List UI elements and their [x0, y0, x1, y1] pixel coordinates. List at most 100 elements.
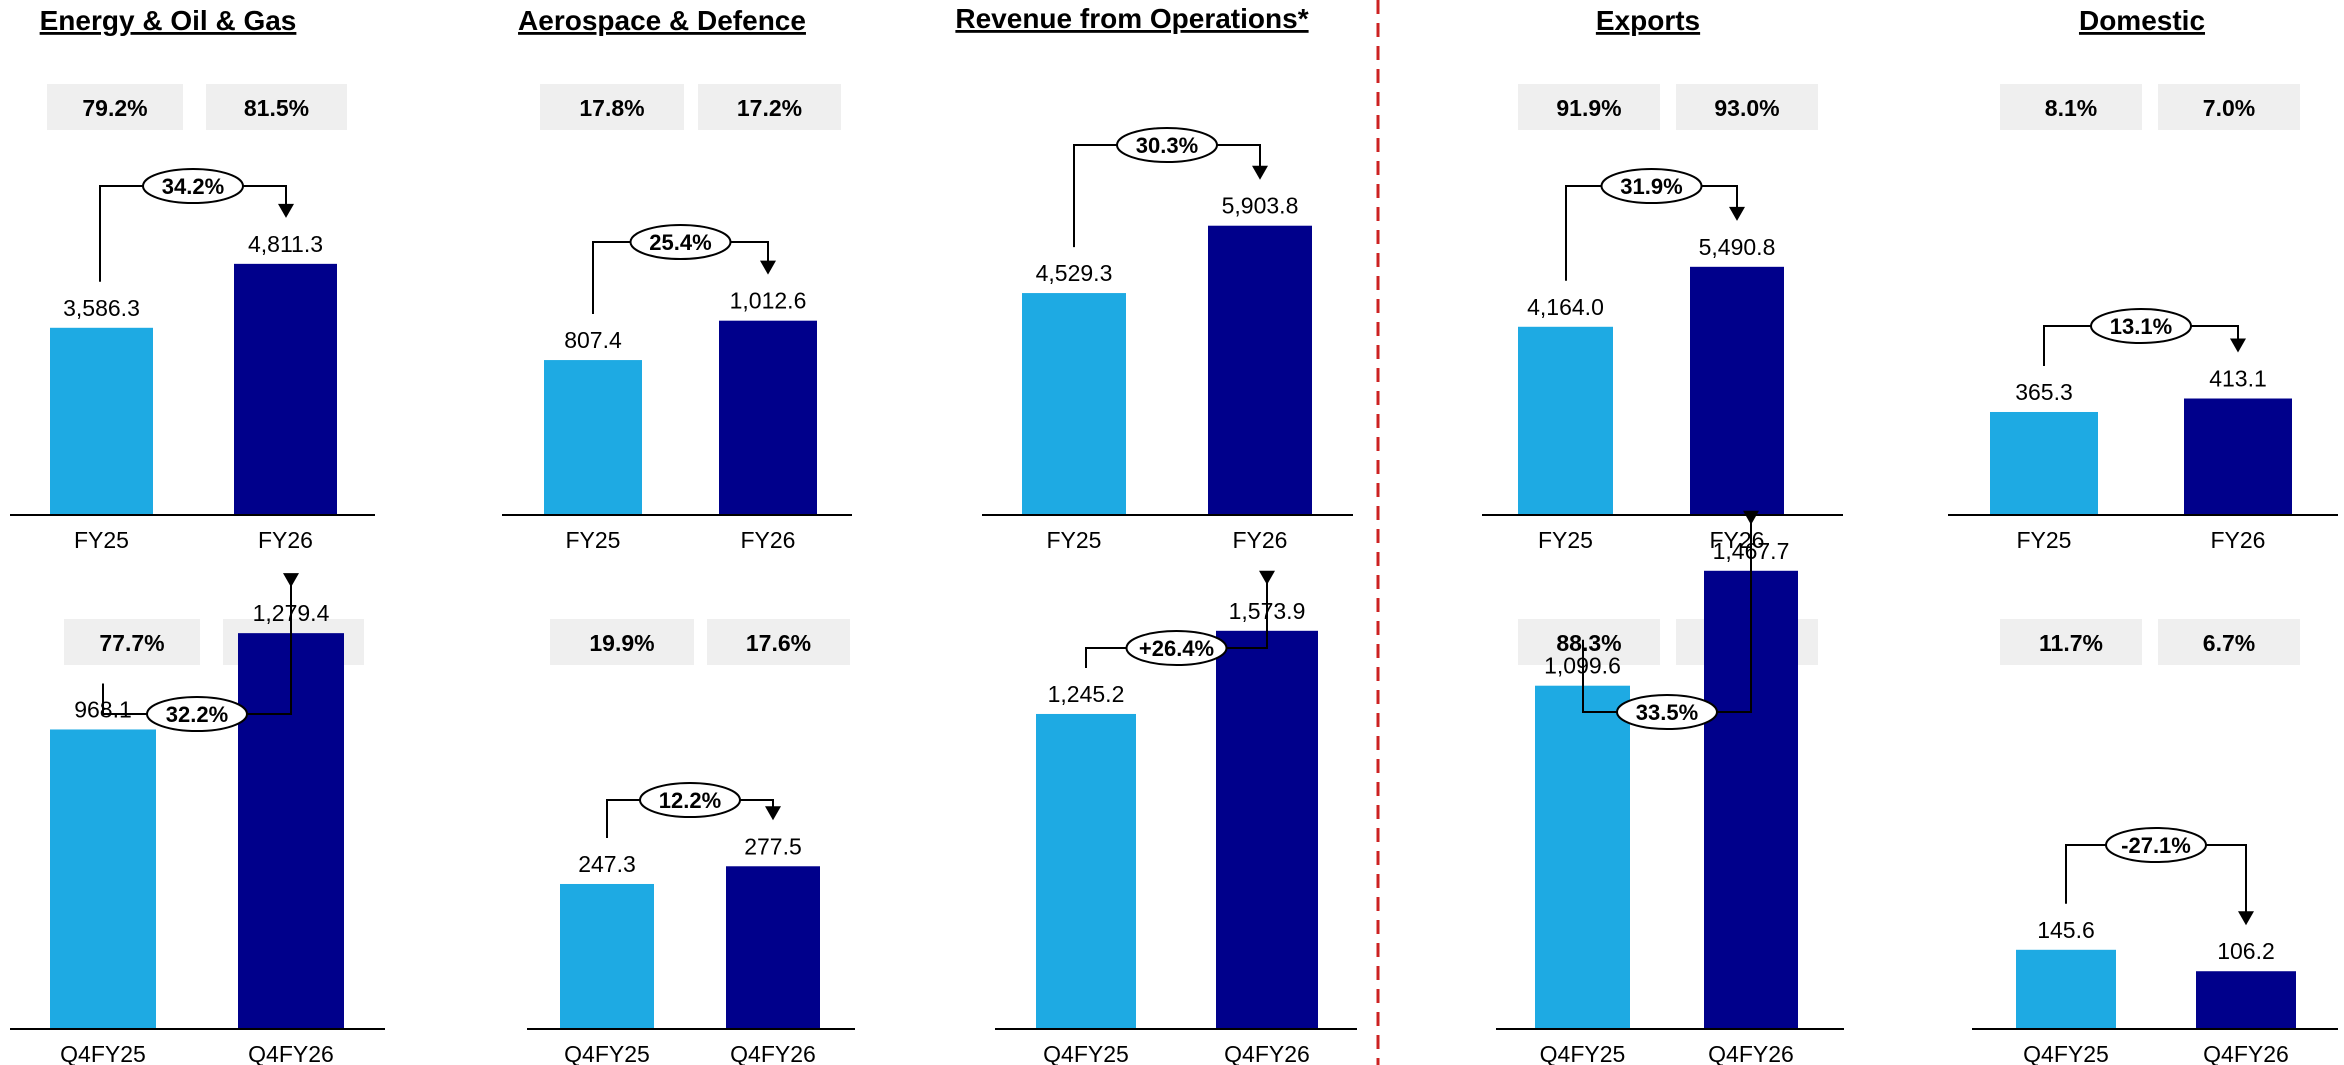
- data-label: 145.6: [2037, 917, 2095, 943]
- share-box: [47, 84, 183, 130]
- share-label: 91.9%: [1556, 95, 1621, 121]
- share-box: [550, 619, 694, 665]
- share-box: [2000, 619, 2142, 665]
- share-box: [698, 84, 841, 130]
- arrow-down-icon: [1252, 165, 1268, 180]
- bar-fy25: [1990, 411, 2098, 515]
- share-label: 17.8%: [579, 95, 644, 121]
- bar-q4fy26: [2196, 971, 2296, 1029]
- data-label: 3,586.3: [63, 295, 140, 321]
- chart-panel-8: 88.3%93.3%1,099.6Q4FY251,467.7Q4FY2633.5…: [1496, 510, 1844, 1065]
- tick-label: FY26: [1233, 527, 1288, 553]
- data-label: 4,164.0: [1527, 294, 1604, 320]
- share-label: 77.7%: [99, 630, 164, 656]
- growth-bubble: [142, 168, 244, 204]
- bar-fy26: [1208, 225, 1312, 515]
- growth-label: 30.3%: [1136, 133, 1198, 158]
- share-box: [1518, 84, 1660, 130]
- tick-label: Q4FY26: [248, 1041, 334, 1065]
- share-label: 88.3%: [1556, 630, 1621, 656]
- arrow-down-icon: [2238, 911, 2254, 926]
- tick-label: FY25: [2017, 527, 2072, 553]
- arrow-down-icon: [1259, 570, 1275, 585]
- share-label: 79.2%: [82, 95, 147, 121]
- growth-bubble: [2090, 308, 2192, 344]
- growth-bubble: [1600, 168, 1703, 204]
- bar-fy26: [2184, 398, 2292, 515]
- share-box: [540, 84, 684, 130]
- growth-label: 33.5%: [1636, 700, 1698, 725]
- growth-label: +26.4%: [1139, 636, 1214, 661]
- data-label: 413.1: [2209, 366, 2267, 392]
- share-label: 17.6%: [746, 630, 811, 656]
- bar-fy26: [1690, 266, 1784, 515]
- arrow-down-icon: [1729, 206, 1745, 221]
- chart-title: Energy & Oil & Gas: [40, 5, 297, 36]
- tick-label: FY25: [566, 527, 621, 553]
- growth-bubble: [629, 224, 732, 260]
- data-label: 4,811.3: [248, 231, 323, 257]
- share-box: [1518, 619, 1660, 665]
- growth-bubble: [639, 782, 741, 818]
- share-label: 19.9%: [589, 630, 654, 656]
- share-box: [707, 619, 850, 665]
- share-box: [64, 619, 200, 665]
- data-label: 106.2: [2217, 938, 2275, 964]
- share-label: 6.7%: [2203, 630, 2255, 656]
- data-label: 5,903.8: [1222, 193, 1299, 219]
- data-label: 5,490.8: [1699, 234, 1776, 260]
- arrow-down-icon: [2230, 338, 2246, 353]
- tick-label: Q4FY25: [564, 1041, 650, 1065]
- bar-fy26: [719, 320, 817, 515]
- bar-fy26: [234, 263, 337, 515]
- tick-label: Q4FY26: [2203, 1041, 2289, 1065]
- chart-title: Exports: [1596, 5, 1700, 36]
- chart-title: Aerospace & Defence: [518, 5, 806, 36]
- chart-panel-7: Exports 91.9% 93.0% 4,164.0 FY25 5,490.8 FY26 3…: [1482, 5, 1843, 553]
- tick-label: Q4FY26: [730, 1041, 816, 1065]
- data-label: 277.5: [744, 833, 802, 859]
- data-label: 807.4: [564, 327, 622, 353]
- share-label: 11.7%: [2039, 630, 2103, 656]
- chart-panel-4: 19.9% 17.6% 247.3 Q4FY25 277.5 Q4FY26 12.2%: [527, 619, 855, 1065]
- growth-label: -27.1%: [2121, 833, 2191, 858]
- share-label: 7.0%: [2203, 95, 2255, 121]
- share-label: 81.5%: [244, 95, 309, 121]
- arrow-down-icon: [765, 806, 781, 821]
- bar-q4fy25: [1535, 685, 1630, 1029]
- tick-label: FY25: [1047, 527, 1102, 553]
- tick-label: Q4FY25: [1043, 1041, 1129, 1065]
- bar-fy25: [1022, 293, 1126, 515]
- chart-title: Revenue from Operations*: [955, 3, 1308, 34]
- tick-label: Q4FY25: [60, 1041, 146, 1065]
- bar-fy25: [50, 327, 153, 515]
- tick-label: FY25: [74, 527, 129, 553]
- chart-panel-5: Revenue from Operations* 4,529.3 FY25 5,903…: [955, 3, 1353, 553]
- tick-label: FY26: [258, 527, 313, 553]
- growth-bubble: [2105, 827, 2207, 863]
- data-label: 247.3: [578, 851, 636, 877]
- chart-panel-9: Domestic 8.1% 7.0% 365.3 FY25 413.1 FY26 13.1%: [1948, 5, 2338, 553]
- arrow-down-icon: [760, 260, 776, 275]
- growth-label: 31.9%: [1620, 174, 1682, 199]
- tick-label: FY26: [741, 527, 796, 553]
- chart-panel-10: 11.7% 6.7% 145.6 Q4FY25 106.2 Q4FY26 -27.1%: [1972, 619, 2338, 1065]
- bar-q4fy25: [1036, 713, 1136, 1029]
- bar-fy25: [544, 360, 642, 515]
- bar-q4fy25: [2016, 949, 2116, 1029]
- growth-label: 34.2%: [162, 174, 224, 199]
- growth-label: 32.2%: [166, 702, 228, 727]
- tick-label: FY26: [1710, 527, 1765, 553]
- growth-bubble: [146, 696, 248, 732]
- tick-label: Q4FY25: [1540, 1041, 1626, 1065]
- arrow-down-icon: [1743, 510, 1759, 525]
- bar-q4fy25: [560, 883, 654, 1029]
- bar-q4fy26: [1216, 630, 1318, 1029]
- share-box: [2000, 84, 2142, 130]
- share-label: 8.1%: [2045, 95, 2097, 121]
- growth-label: 25.4%: [649, 230, 711, 255]
- bar-fy25: [1518, 326, 1613, 515]
